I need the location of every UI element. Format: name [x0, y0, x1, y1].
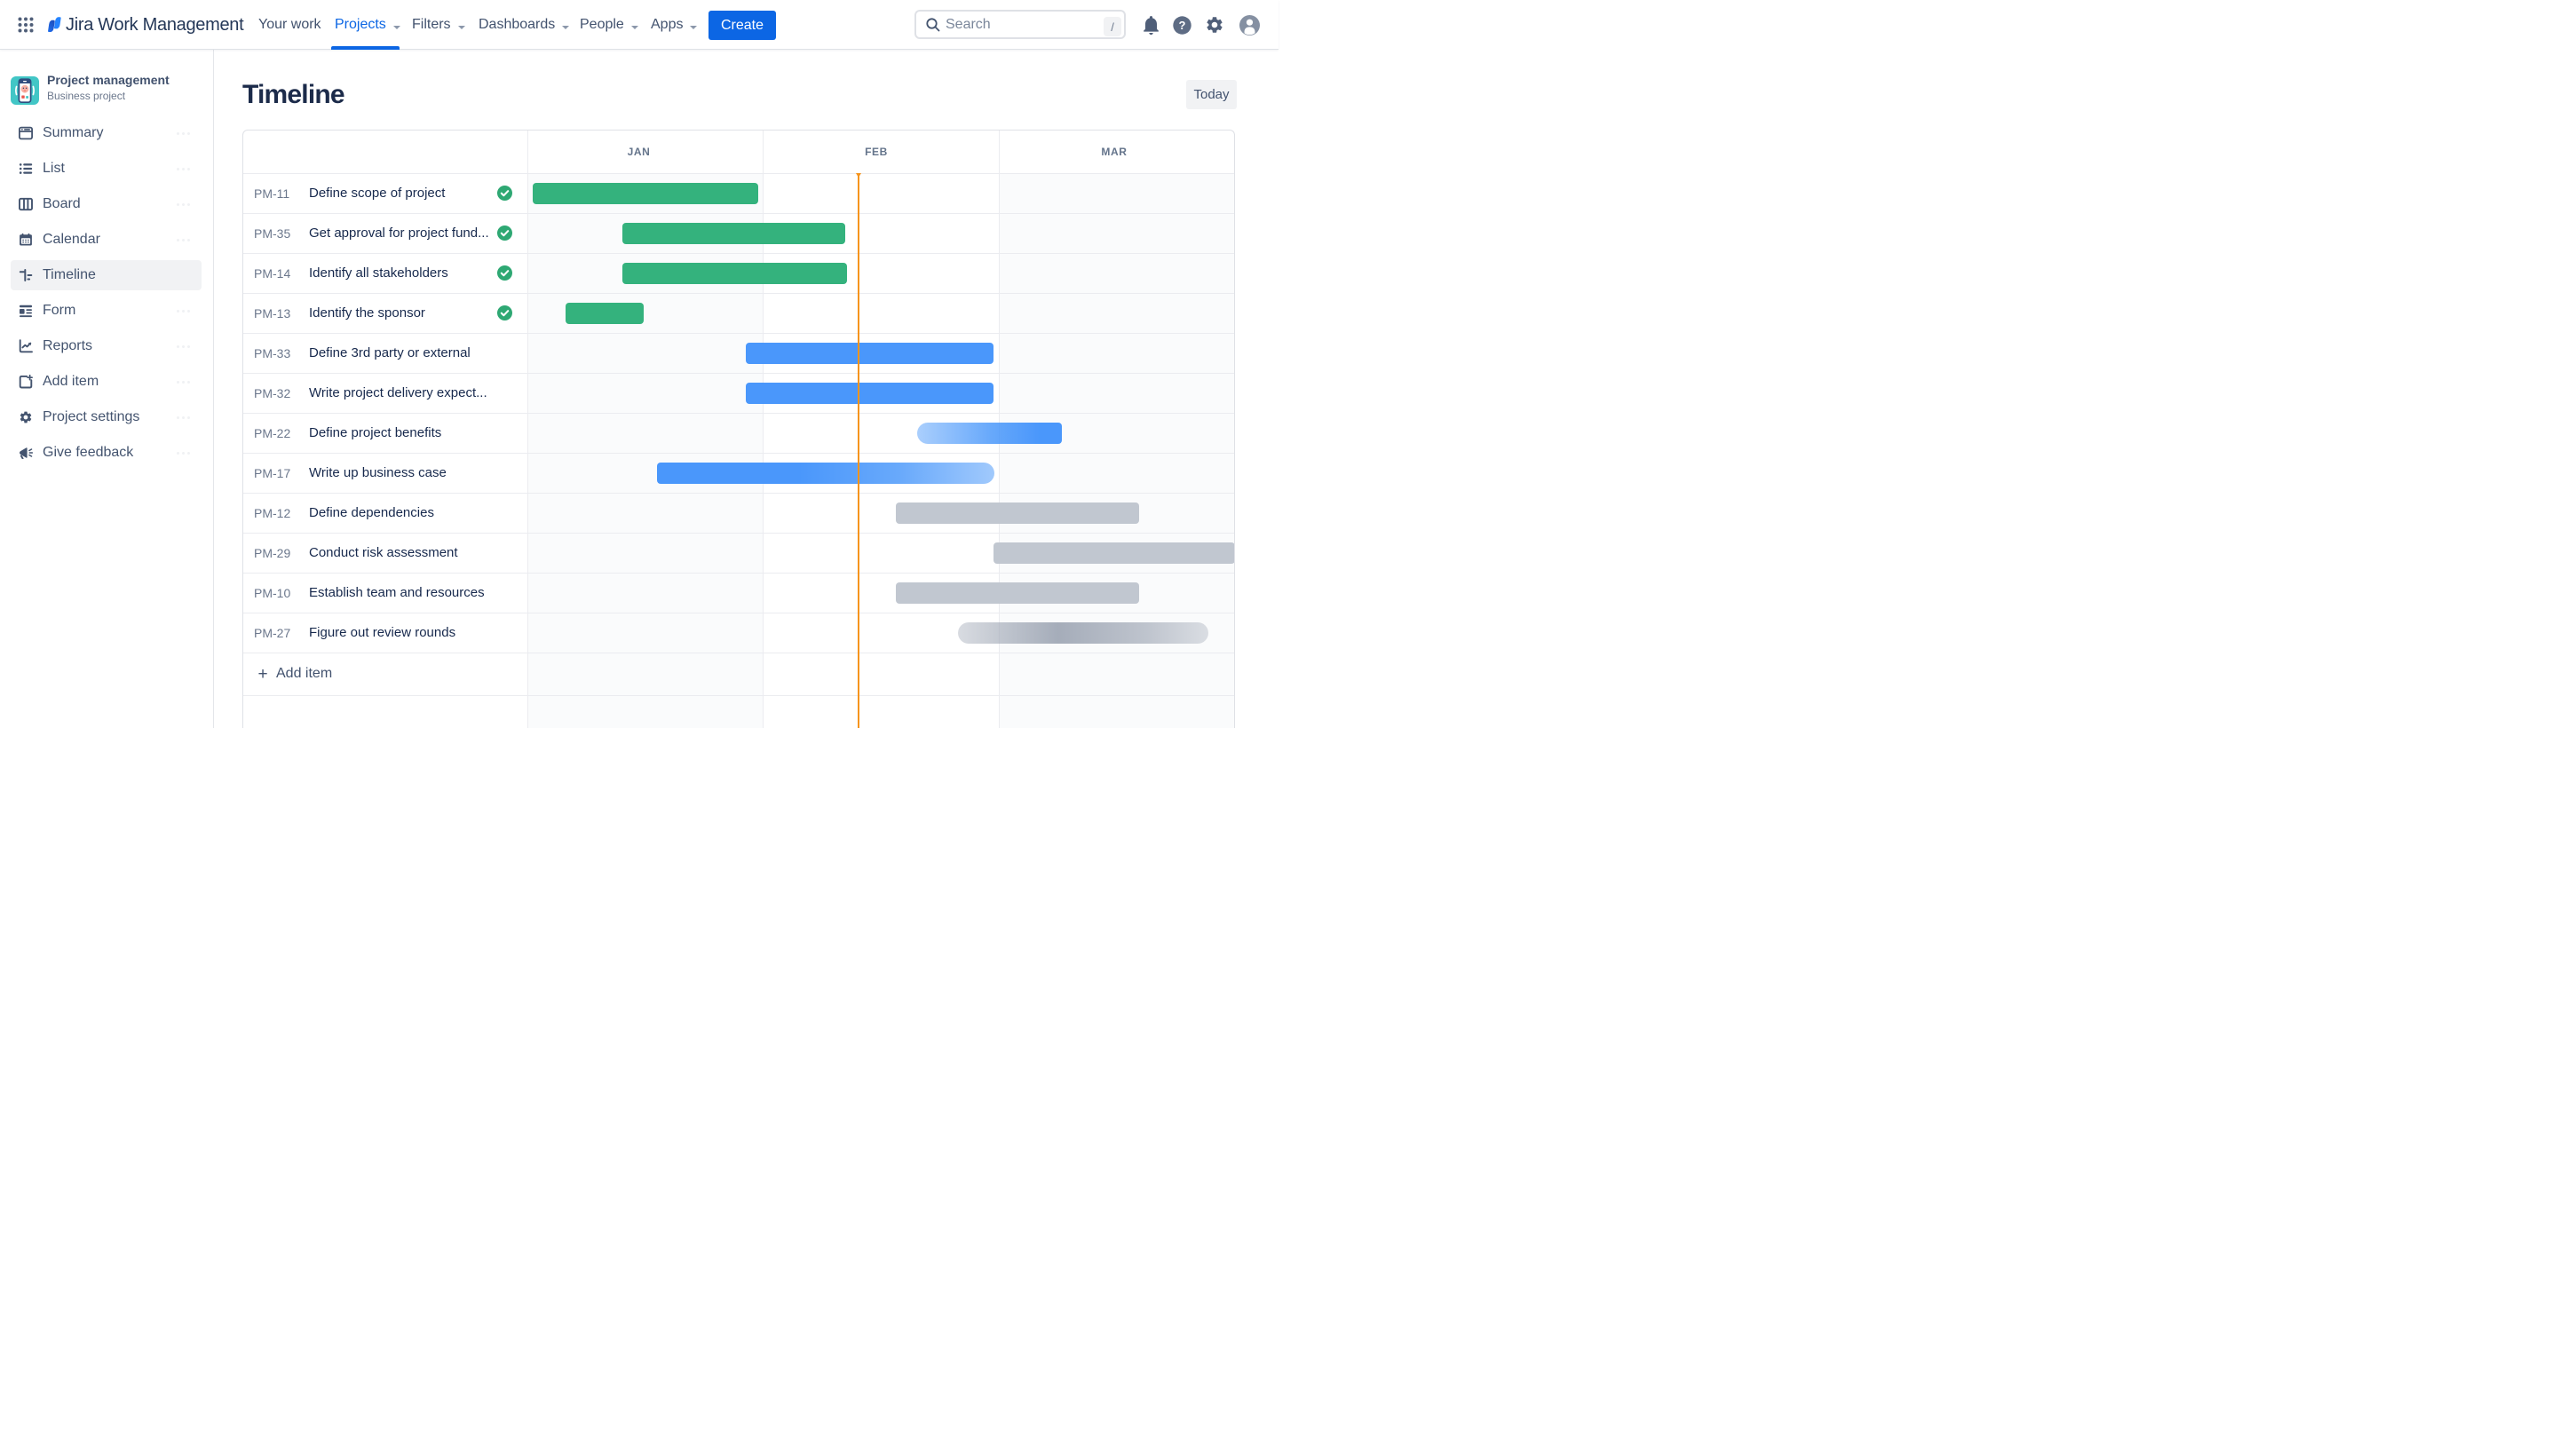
- svg-text:?: ?: [1179, 19, 1186, 32]
